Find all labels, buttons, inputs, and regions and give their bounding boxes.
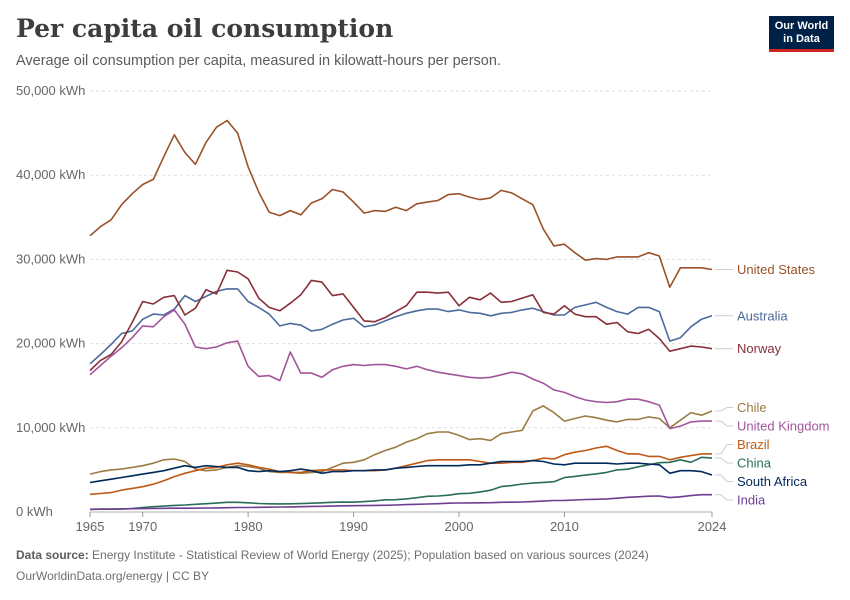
legend-connector: [715, 457, 733, 464]
legend-label: Brazil: [737, 437, 770, 452]
series-line: [89, 459, 713, 484]
series-lines: [89, 119, 713, 511]
legend-label: United Kingdom: [737, 419, 830, 434]
legend-connector: [715, 407, 733, 412]
legend-label: South Africa: [737, 474, 808, 489]
y-tick-label: 20,000 kWh: [16, 336, 85, 351]
chart-subtitle: Average oil consumption per capita, meas…: [16, 53, 501, 69]
y-tick-label: 0 kWh: [16, 504, 53, 519]
page-title: Per capita oil consumption: [16, 14, 394, 43]
x-tick-label: 1965: [76, 519, 105, 534]
legend-label: Australia: [737, 308, 788, 323]
legend-label: India: [737, 493, 766, 508]
y-tick-label: 30,000 kWh: [16, 251, 85, 266]
series-line: [89, 288, 713, 365]
grid-lines: [90, 90, 712, 513]
legend-label: United States: [737, 262, 816, 277]
x-tick-label: 1980: [234, 519, 263, 534]
x-tick-label: 2010: [550, 519, 579, 534]
x-tick-label: 1990: [339, 519, 368, 534]
series-line: [89, 119, 713, 288]
x-tick-label: 2000: [445, 519, 474, 534]
series-line: [89, 269, 713, 372]
source-text: Energy Institute - Statistical Review of…: [92, 548, 649, 562]
legend-label: Chile: [737, 400, 767, 415]
series-line: [89, 493, 712, 511]
series-line: [89, 456, 713, 511]
y-tick-label: 10,000 kWh: [16, 420, 85, 435]
series-line: [89, 309, 712, 430]
legend-connector: [715, 474, 733, 482]
footer-source: Data source: Energy Institute - Statisti…: [16, 548, 649, 562]
y-tick-label: 50,000 kWh: [16, 83, 85, 98]
footer-credit[interactable]: OurWorldinData.org/energy | CC BY: [16, 569, 209, 583]
legend-label: Norway: [737, 341, 782, 356]
legend-label: China: [737, 456, 772, 471]
x-axis-ticks: 1965 1970 1980 1990 2000 2010 2024: [76, 512, 727, 534]
logo-line-1: Our World: [774, 19, 829, 32]
y-tick-label: 40,000 kWh: [16, 167, 85, 182]
logo-line-2: in Data: [783, 32, 820, 45]
legend-connector: [715, 444, 733, 455]
legend-connector: [715, 420, 733, 427]
owid-logo[interactable]: Our World in Data: [769, 16, 834, 52]
x-tick-label: 1970: [128, 519, 157, 534]
x-tick-label: 2024: [698, 519, 727, 534]
legend-connector: [715, 494, 733, 501]
legend: United States Australia Norway Chile United …: [715, 262, 830, 508]
y-axis-ticks: 0 kWh 10,000 kWh 20,000 kWh 30,000 kWh 40,00…: [16, 83, 85, 519]
series-line: [89, 445, 712, 496]
source-label: Data source:: [16, 548, 89, 562]
